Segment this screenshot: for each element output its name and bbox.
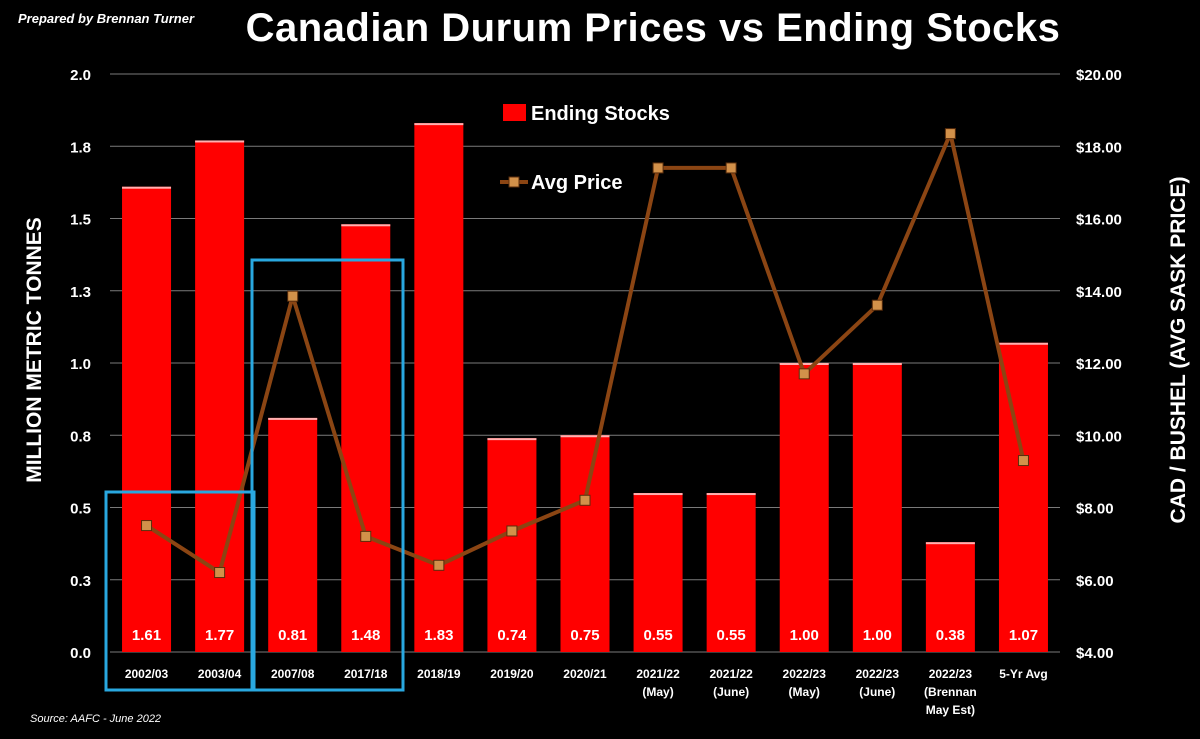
x-tick-label: (June): [859, 685, 895, 699]
bar-highlight: [998, 342, 1048, 345]
x-tick-label: (May): [789, 685, 820, 699]
bar-value-label: 0.74: [497, 627, 527, 644]
x-tick-label: 2019/20: [490, 667, 534, 681]
y2-tick-label: $4.00: [1076, 645, 1114, 662]
y-tick-label: 1.3: [70, 284, 91, 301]
bar-highlight: [414, 123, 464, 126]
bar: [633, 493, 683, 652]
y-tick-label: 0.0: [70, 645, 91, 662]
x-tick-label: (Brennan: [924, 685, 977, 699]
y-tick-label: 1.8: [70, 139, 91, 156]
x-tick-label: 2021/22: [636, 667, 680, 681]
y-tick-label: 0.8: [70, 428, 91, 445]
bar-highlight: [487, 438, 537, 441]
price-point: [214, 567, 226, 579]
bar: [268, 417, 318, 652]
legend-swatch-bars: [503, 104, 526, 121]
x-tick-label: (May): [642, 685, 673, 699]
bar: [779, 363, 829, 652]
x-tick-label: 2022/23: [783, 667, 827, 681]
bar-value-label: 0.81: [278, 627, 307, 644]
legend-swatch-marker: [508, 176, 520, 188]
x-tick-label: May Est): [926, 703, 975, 717]
bar: [925, 542, 975, 652]
bar: [852, 363, 902, 652]
price-point: [433, 559, 445, 571]
y-axis-label-left: MILLION METRIC TONNES: [23, 217, 46, 483]
chart-title: Canadian Durum Prices vs Ending Stocks: [245, 6, 1061, 50]
bar-highlight: [268, 417, 318, 420]
price-point: [725, 162, 737, 174]
y2-tick-label: $18.00: [1076, 139, 1122, 156]
y-tick-label: 0.5: [70, 501, 91, 518]
price-point: [944, 128, 956, 140]
bar-highlight: [560, 435, 610, 438]
bar-value-label: 0.75: [570, 627, 599, 644]
bar-value-label: 1.77: [205, 627, 234, 644]
bar-value-label: 0.55: [717, 627, 746, 644]
x-tick-label: 2017/18: [344, 667, 388, 681]
price-point: [506, 525, 518, 537]
x-tick-label: 2020/21: [563, 667, 607, 681]
y2-tick-label: $10.00: [1076, 428, 1122, 445]
bar: [414, 123, 464, 652]
y2-tick-label: $14.00: [1076, 284, 1122, 301]
bar-value-label: 0.38: [936, 627, 965, 644]
x-tick-label: 2002/03: [125, 667, 169, 681]
highlight-box: [250, 258, 405, 692]
y2-tick-label: $16.00: [1076, 212, 1122, 229]
x-tick-label: 5-Yr Avg: [999, 667, 1047, 681]
bar-highlight: [341, 224, 391, 227]
x-tick-label: 2007/08: [271, 667, 315, 681]
bar-value-label: 1.48: [351, 627, 380, 644]
price-point: [141, 520, 153, 532]
bar-highlight: [852, 363, 902, 365]
bar-highlight: [706, 493, 756, 496]
bar-value-label: 1.83: [424, 627, 453, 644]
bar-highlight: [925, 542, 975, 545]
price-point: [287, 290, 299, 302]
bar-value-label: 1.07: [1009, 627, 1038, 644]
bar: [560, 435, 610, 652]
prepared-by: Prepared by Brennan Turner: [18, 11, 195, 26]
y-tick-label: 2.0: [70, 67, 91, 84]
bar-value-label: 0.55: [643, 627, 672, 644]
y-tick-label: 0.3: [70, 573, 91, 590]
bar-value-label: 1.61: [132, 627, 161, 644]
y-tick-label: 1.5: [70, 212, 91, 229]
source-note: Source: AAFC - June 2022: [30, 713, 162, 725]
highlight-box: [104, 490, 256, 692]
x-tick-label: (June): [713, 685, 749, 699]
bar: [706, 493, 756, 652]
price-point: [798, 368, 810, 380]
legend-label-line: Avg Price: [531, 172, 623, 194]
x-tick-label: 2022/23: [929, 667, 973, 681]
x-tick-label: 2003/04: [198, 667, 242, 681]
bar-value-label: 1.00: [790, 627, 819, 644]
y2-tick-label: $12.00: [1076, 356, 1122, 373]
bar-highlight: [633, 493, 683, 496]
bar-highlight: [122, 186, 172, 189]
x-tick-label: 2021/22: [709, 667, 753, 681]
bar: [487, 438, 537, 652]
price-point: [1017, 455, 1029, 467]
y-axis-label-right: CAD / BUSHEL (AVG SASK PRICE): [1167, 176, 1190, 524]
price-point: [652, 162, 664, 174]
price-point: [360, 530, 372, 542]
bar-highlight: [195, 140, 245, 143]
bar: [122, 186, 172, 652]
legend-label-bars: Ending Stocks: [531, 103, 670, 125]
y2-tick-label: $8.00: [1076, 501, 1114, 518]
bar-value-label: 1.00: [863, 627, 892, 644]
y-tick-label: 1.0: [70, 356, 91, 373]
bar: [341, 224, 391, 652]
x-tick-label: 2018/19: [417, 667, 461, 681]
y2-tick-label: $20.00: [1076, 67, 1122, 84]
y2-tick-label: $6.00: [1076, 573, 1114, 590]
price-point: [579, 494, 591, 506]
price-point: [871, 299, 883, 311]
x-tick-label: 2022/23: [856, 667, 900, 681]
bar-highlight: [779, 363, 829, 365]
